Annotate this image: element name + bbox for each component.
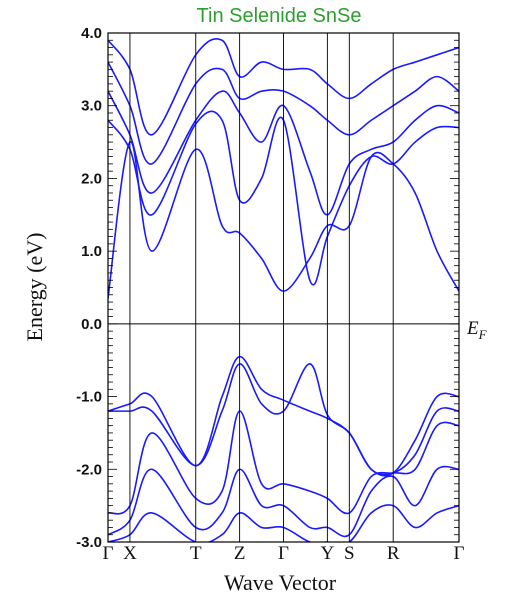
y-tick-label: -2.0 (76, 461, 102, 478)
fermi-label-subscript: F (478, 327, 488, 342)
y-tick-label: 0.0 (81, 316, 102, 333)
kpoint-label: R (387, 543, 400, 564)
kpoint-label: Γ (278, 543, 289, 564)
x-axis-title: Wave Vector (224, 570, 337, 595)
y-tick-label: -3.0 (76, 534, 102, 551)
y-tick-label: 3.0 (81, 98, 102, 115)
y-tick-label: 4.0 (81, 25, 102, 42)
band-line (108, 61, 459, 165)
band-line (108, 363, 459, 476)
kpoint-label: Z (234, 543, 246, 564)
y-ticks: 4.0 3.0 2.0 1.0 0.0 -1.0 -2.0 -3.0 (76, 25, 459, 551)
fermi-level-label: EF (466, 318, 488, 342)
kpoint-label: Γ (454, 543, 465, 564)
y-tick-label: -1.0 (76, 389, 102, 406)
kpoint-label: T (190, 543, 202, 564)
band-lines (108, 37, 459, 542)
band-line (108, 110, 459, 286)
kpoint-label: Y (321, 543, 335, 564)
kpoint-label: X (123, 543, 137, 564)
band-line (108, 141, 459, 299)
y-axis-title: Energy (eV) (22, 233, 47, 342)
band-line (108, 504, 459, 542)
chart-title: Tin Selenide SnSe (197, 5, 362, 27)
band-line (108, 37, 459, 136)
fermi-label-main: E (466, 318, 479, 339)
kpoint-lines (129, 33, 394, 542)
band-line (108, 465, 459, 538)
kpoint-label: Γ (103, 543, 114, 564)
band-line (108, 90, 459, 216)
y-tick-label: 1.0 (81, 243, 102, 260)
kpoint-label: S (344, 543, 355, 564)
band-line (108, 355, 459, 477)
y-tick-label: 2.0 (81, 170, 102, 187)
